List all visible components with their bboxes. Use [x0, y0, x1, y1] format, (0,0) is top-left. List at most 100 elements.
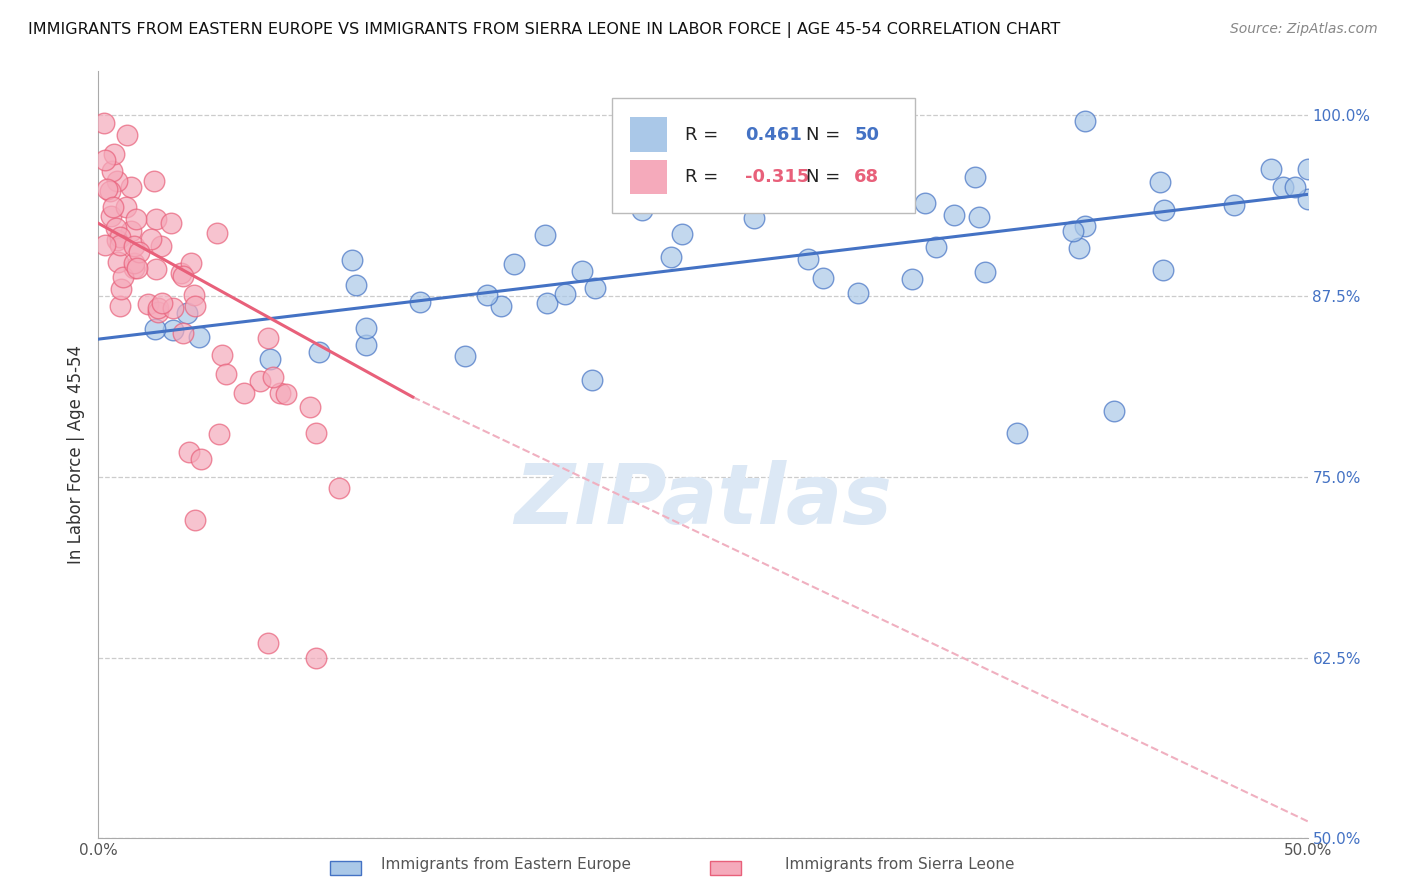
- Point: [128, 244, 150, 259]
- Point: [145, 261, 167, 276]
- Point: [259, 351, 281, 366]
- Point: [502, 257, 524, 271]
- Point: [215, 368, 238, 382]
- Point: [148, 305, 170, 319]
- Point: [354, 321, 377, 335]
- Point: [256, 636, 278, 650]
- Text: 68: 68: [855, 169, 879, 186]
- Point: [162, 301, 184, 315]
- Point: [1152, 263, 1174, 277]
- Point: [172, 326, 194, 340]
- Point: [150, 295, 173, 310]
- Point: [115, 128, 138, 143]
- Point: [276, 387, 298, 401]
- Point: [1062, 223, 1084, 237]
- Text: N =: N =: [806, 126, 839, 144]
- Point: [1296, 192, 1319, 206]
- Point: [475, 288, 498, 302]
- Point: [1272, 180, 1295, 194]
- Point: [305, 425, 328, 440]
- Point: [180, 256, 202, 270]
- Point: [122, 255, 145, 269]
- Point: [143, 173, 166, 187]
- Point: [108, 299, 131, 313]
- Point: [328, 481, 350, 495]
- Point: [409, 295, 432, 310]
- Point: [631, 202, 654, 217]
- Text: 0.461: 0.461: [745, 126, 803, 144]
- Point: [139, 232, 162, 246]
- Point: [1149, 175, 1171, 189]
- Point: [149, 238, 172, 252]
- Point: [101, 164, 124, 178]
- Point: [160, 216, 183, 230]
- Point: [342, 253, 364, 268]
- Point: [298, 400, 321, 414]
- Point: [205, 226, 228, 240]
- Point: [190, 451, 212, 466]
- Point: [104, 221, 127, 235]
- Point: [100, 209, 122, 223]
- Point: [308, 345, 330, 359]
- Point: [176, 306, 198, 320]
- Point: [114, 200, 136, 214]
- Point: [973, 265, 995, 279]
- Point: [184, 513, 207, 527]
- Point: [170, 266, 193, 280]
- Point: [162, 323, 184, 337]
- Point: [96, 182, 118, 196]
- Text: N =: N =: [806, 169, 839, 186]
- Point: [256, 331, 278, 345]
- Point: [1102, 404, 1125, 418]
- Point: [1296, 161, 1319, 176]
- Point: [1007, 426, 1029, 441]
- Point: [122, 261, 145, 276]
- Text: R =: R =: [685, 126, 724, 144]
- Text: R =: R =: [685, 169, 724, 186]
- Point: [249, 374, 271, 388]
- Point: [1069, 241, 1091, 255]
- Point: [454, 349, 477, 363]
- Point: [232, 385, 254, 400]
- Point: [1074, 219, 1097, 233]
- Text: Immigrants from Sierra Leone: Immigrants from Sierra Leone: [785, 857, 1015, 872]
- Point: [105, 174, 128, 188]
- Point: [659, 250, 682, 264]
- Text: IMMIGRANTS FROM EASTERN EUROPE VS IMMIGRANTS FROM SIERRA LEONE IN LABOR FORCE | : IMMIGRANTS FROM EASTERN EUROPE VS IMMIGR…: [28, 22, 1060, 38]
- Text: Immigrants from Eastern Europe: Immigrants from Eastern Europe: [381, 857, 631, 872]
- Point: [1223, 197, 1246, 211]
- Point: [110, 282, 132, 296]
- Point: [211, 348, 233, 362]
- Point: [184, 300, 207, 314]
- Point: [901, 272, 924, 286]
- Point: [125, 211, 148, 226]
- Point: [145, 211, 167, 226]
- Text: 50: 50: [855, 126, 879, 144]
- Point: [146, 301, 169, 315]
- Point: [208, 427, 231, 442]
- Point: [125, 261, 148, 276]
- Point: [943, 208, 966, 222]
- Point: [846, 285, 869, 300]
- Point: [98, 184, 121, 198]
- Point: [491, 299, 513, 313]
- FancyBboxPatch shape: [630, 160, 666, 194]
- Point: [105, 233, 128, 247]
- Point: [671, 227, 693, 241]
- Point: [269, 385, 291, 400]
- Point: [354, 338, 377, 352]
- Point: [581, 373, 603, 387]
- Point: [1153, 203, 1175, 218]
- Point: [305, 650, 328, 665]
- Point: [120, 224, 142, 238]
- Point: [969, 211, 991, 225]
- Point: [177, 444, 200, 458]
- Point: [94, 237, 117, 252]
- Point: [534, 228, 557, 243]
- Point: [925, 240, 948, 254]
- Point: [1260, 161, 1282, 176]
- Point: [136, 297, 159, 311]
- Point: [111, 269, 134, 284]
- Point: [554, 287, 576, 301]
- Point: [188, 330, 211, 344]
